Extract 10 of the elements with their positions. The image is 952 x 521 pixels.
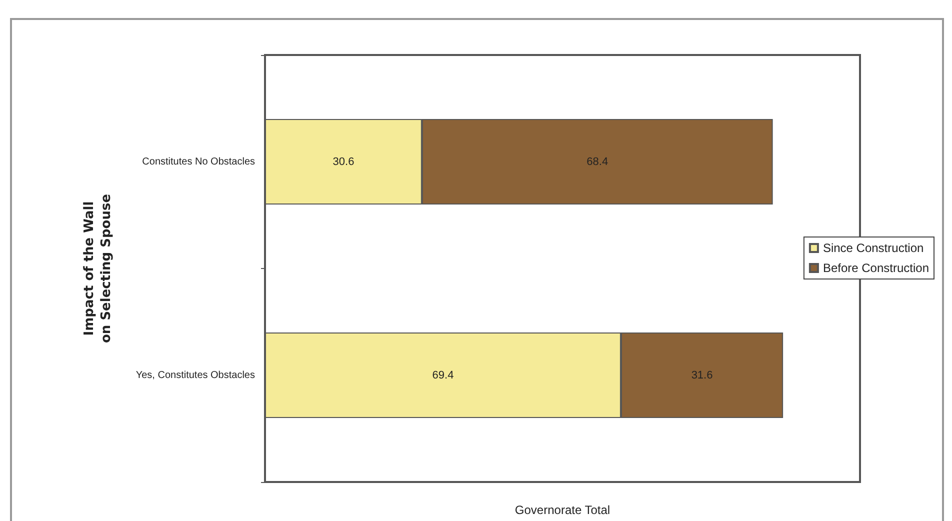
data-label: 30.6 [332,156,354,168]
data-label: 69.4 [432,369,454,382]
data-label: 68.4 [586,156,608,168]
data-label: 31.6 [691,369,713,382]
x-axis-title: Governorate Total [514,503,610,517]
legend-label: Since Construction [822,241,924,255]
y-tick-label: Yes, Constitutes Obstacles [136,370,255,381]
legend-label: Before Construction [822,261,930,275]
y-axis-title: Impact of the Wall on Selecting Spouse [82,194,114,344]
y-tick-label: Constitutes No Obstacles [142,156,255,168]
